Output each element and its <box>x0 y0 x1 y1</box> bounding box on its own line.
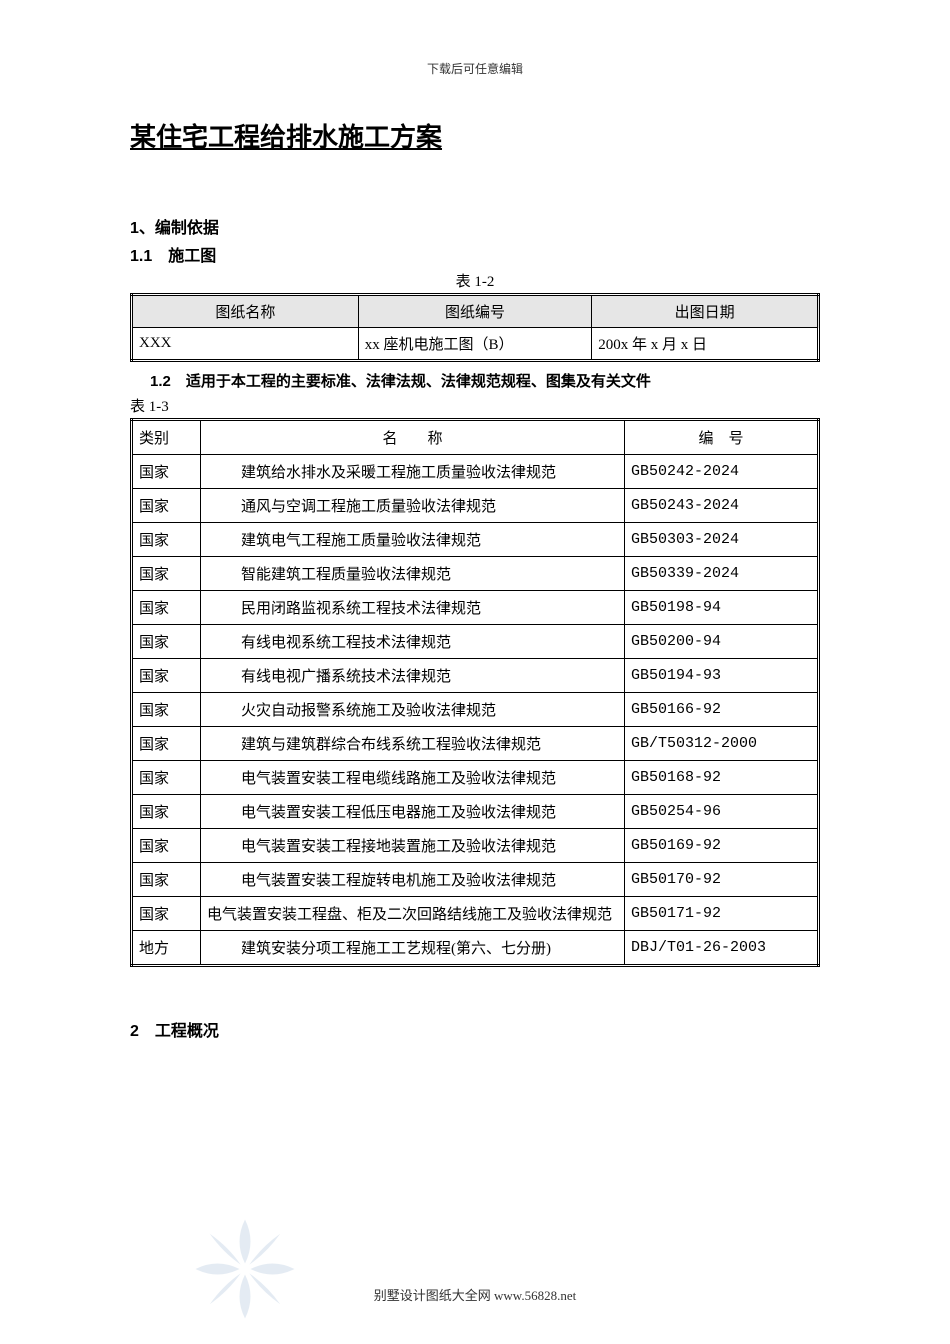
table-1-caption: 表 1-2 <box>130 270 820 291</box>
table-cell: 国家 <box>132 659 201 693</box>
table-cell: 国家 <box>132 829 201 863</box>
table-row: 国家通风与空调工程施工质量验收法律规范GB50243-2024 <box>132 489 819 523</box>
table-row: 国家电气装置安装工程电缆线路施工及验收法律规范GB50168-92 <box>132 761 819 795</box>
table-header-cell: 图纸编号 <box>358 295 592 328</box>
table-cell: 有线电视广播系统技术法律规范 <box>201 659 625 693</box>
table-cell: GB50169-92 <box>625 829 819 863</box>
table-cell: 智能建筑工程质量验收法律规范 <box>201 557 625 591</box>
table-2-caption: 表 1-3 <box>130 395 820 416</box>
table-row: 国家有线电视广播系统技术法律规范GB50194-93 <box>132 659 819 693</box>
table-row: 国家电气装置安装工程接地装置施工及验收法律规范GB50169-92 <box>132 829 819 863</box>
table-header-cell: 图纸名称 <box>132 295 359 328</box>
table-cell: 国家 <box>132 625 201 659</box>
table-cell: 国家 <box>132 557 201 591</box>
table-row: 国家智能建筑工程质量验收法律规范GB50339-2024 <box>132 557 819 591</box>
table-cell: 200x 年 x 月 x 日 <box>592 328 819 361</box>
top-note: 下载后可任意编辑 <box>130 60 820 77</box>
table-cell: 国家 <box>132 761 201 795</box>
table-cell: 国家 <box>132 523 201 557</box>
section-1-2-heading: 1.2 适用于本工程的主要标准、法律法规、法律规范规程、图集及有关文件 <box>150 370 820 391</box>
table-row: 国家民用闭路监视系统工程技术法律规范GB50198-94 <box>132 591 819 625</box>
table-row: 地方建筑安装分项工程施工工艺规程(第六、七分册)DBJ/T01-26-2003 <box>132 931 819 966</box>
table-row: XXX xx 座机电施工图（B） 200x 年 x 月 x 日 <box>132 328 819 361</box>
table-cell: GB50171-92 <box>625 897 819 931</box>
table-cell: GB50198-94 <box>625 591 819 625</box>
table-row: 国家有线电视系统工程技术法律规范GB50200-94 <box>132 625 819 659</box>
table-header-cell: 出图日期 <box>592 295 819 328</box>
table-cell: 电气装置安装工程接地装置施工及验收法律规范 <box>201 829 625 863</box>
table-cell: 国家 <box>132 897 201 931</box>
table-cell: 国家 <box>132 795 201 829</box>
table-cell: 国家 <box>132 693 201 727</box>
table-cell: 国家 <box>132 591 201 625</box>
watermark-icon <box>190 1214 300 1324</box>
table-cell: 国家 <box>132 455 201 489</box>
table-cell: 电气装置安装工程电缆线路施工及验收法律规范 <box>201 761 625 795</box>
table-cell: DBJ/T01-26-2003 <box>625 931 819 966</box>
table-row: 国家建筑电气工程施工质量验收法律规范GB50303-2024 <box>132 523 819 557</box>
table-header-cell: 编 号 <box>625 420 819 455</box>
table-header-cell: 类别 <box>132 420 201 455</box>
table-cell: GB50254-96 <box>625 795 819 829</box>
table-cell: GB50200-94 <box>625 625 819 659</box>
table-cell: GB/T50312-2000 <box>625 727 819 761</box>
table-cell: XXX <box>132 328 359 361</box>
table-row: 国家电气装置安装工程盘、柜及二次回路结线施工及验收法律规范GB50171-92 <box>132 897 819 931</box>
table-cell: 国家 <box>132 727 201 761</box>
section-1-1-heading: 1.1 施工图 <box>130 242 820 266</box>
table-row: 国家建筑与建筑群综合布线系统工程验收法律规范GB/T50312-2000 <box>132 727 819 761</box>
table-cell: 建筑给水排水及采暖工程施工质量验收法律规范 <box>201 455 625 489</box>
table-cell: 国家 <box>132 863 201 897</box>
table-cell: GB50168-92 <box>625 761 819 795</box>
table-cell: GB50170-92 <box>625 863 819 897</box>
table-cell: 建筑电气工程施工质量验收法律规范 <box>201 523 625 557</box>
table-cell: 国家 <box>132 489 201 523</box>
table-cell: 有线电视系统工程技术法律规范 <box>201 625 625 659</box>
table-cell: 电气装置安装工程盘、柜及二次回路结线施工及验收法律规范 <box>201 897 625 931</box>
table-cell: 建筑与建筑群综合布线系统工程验收法律规范 <box>201 727 625 761</box>
table-row: 类别 名 称 编 号 <box>132 420 819 455</box>
table-cell: xx 座机电施工图（B） <box>358 328 592 361</box>
table-row: 国家电气装置安装工程旋转电机施工及验收法律规范GB50170-92 <box>132 863 819 897</box>
table-row: 图纸名称 图纸编号 出图日期 <box>132 295 819 328</box>
table-row: 国家电气装置安装工程低压电器施工及验收法律规范GB50254-96 <box>132 795 819 829</box>
table-cell: 地方 <box>132 931 201 966</box>
table-cell: GB50303-2024 <box>625 523 819 557</box>
section-2-heading: 2 工程概况 <box>130 1017 820 1041</box>
section-1-heading: 1、编制依据 <box>130 214 820 238</box>
table-cell: GB50339-2024 <box>625 557 819 591</box>
table-cell: GB50194-93 <box>625 659 819 693</box>
page-footer: 别墅设计图纸大全网 www.56828.net <box>0 1285 950 1304</box>
table-2: 类别 名 称 编 号 国家建筑给水排水及采暖工程施工质量验收法律规范GB5024… <box>130 418 820 967</box>
table-cell: 电气装置安装工程低压电器施工及验收法律规范 <box>201 795 625 829</box>
table-cell: GB50243-2024 <box>625 489 819 523</box>
table-cell: GB50242-2024 <box>625 455 819 489</box>
table-cell: 火灾自动报警系统施工及验收法律规范 <box>201 693 625 727</box>
table-cell: 建筑安装分项工程施工工艺规程(第六、七分册) <box>201 931 625 966</box>
table-cell: GB50166-92 <box>625 693 819 727</box>
document-page: 下载后可任意编辑 某住宅工程给排水施工方案 1、编制依据 1.1 施工图 表 1… <box>0 0 950 1344</box>
table-row: 国家建筑给水排水及采暖工程施工质量验收法律规范GB50242-2024 <box>132 455 819 489</box>
table-cell: 民用闭路监视系统工程技术法律规范 <box>201 591 625 625</box>
table-1: 图纸名称 图纸编号 出图日期 XXX xx 座机电施工图（B） 200x 年 x… <box>130 293 820 362</box>
table-row: 国家火灾自动报警系统施工及验收法律规范GB50166-92 <box>132 693 819 727</box>
document-title: 某住宅工程给排水施工方案 <box>130 117 820 154</box>
table-cell: 通风与空调工程施工质量验收法律规范 <box>201 489 625 523</box>
table-cell: 电气装置安装工程旋转电机施工及验收法律规范 <box>201 863 625 897</box>
table-header-cell: 名 称 <box>201 420 625 455</box>
